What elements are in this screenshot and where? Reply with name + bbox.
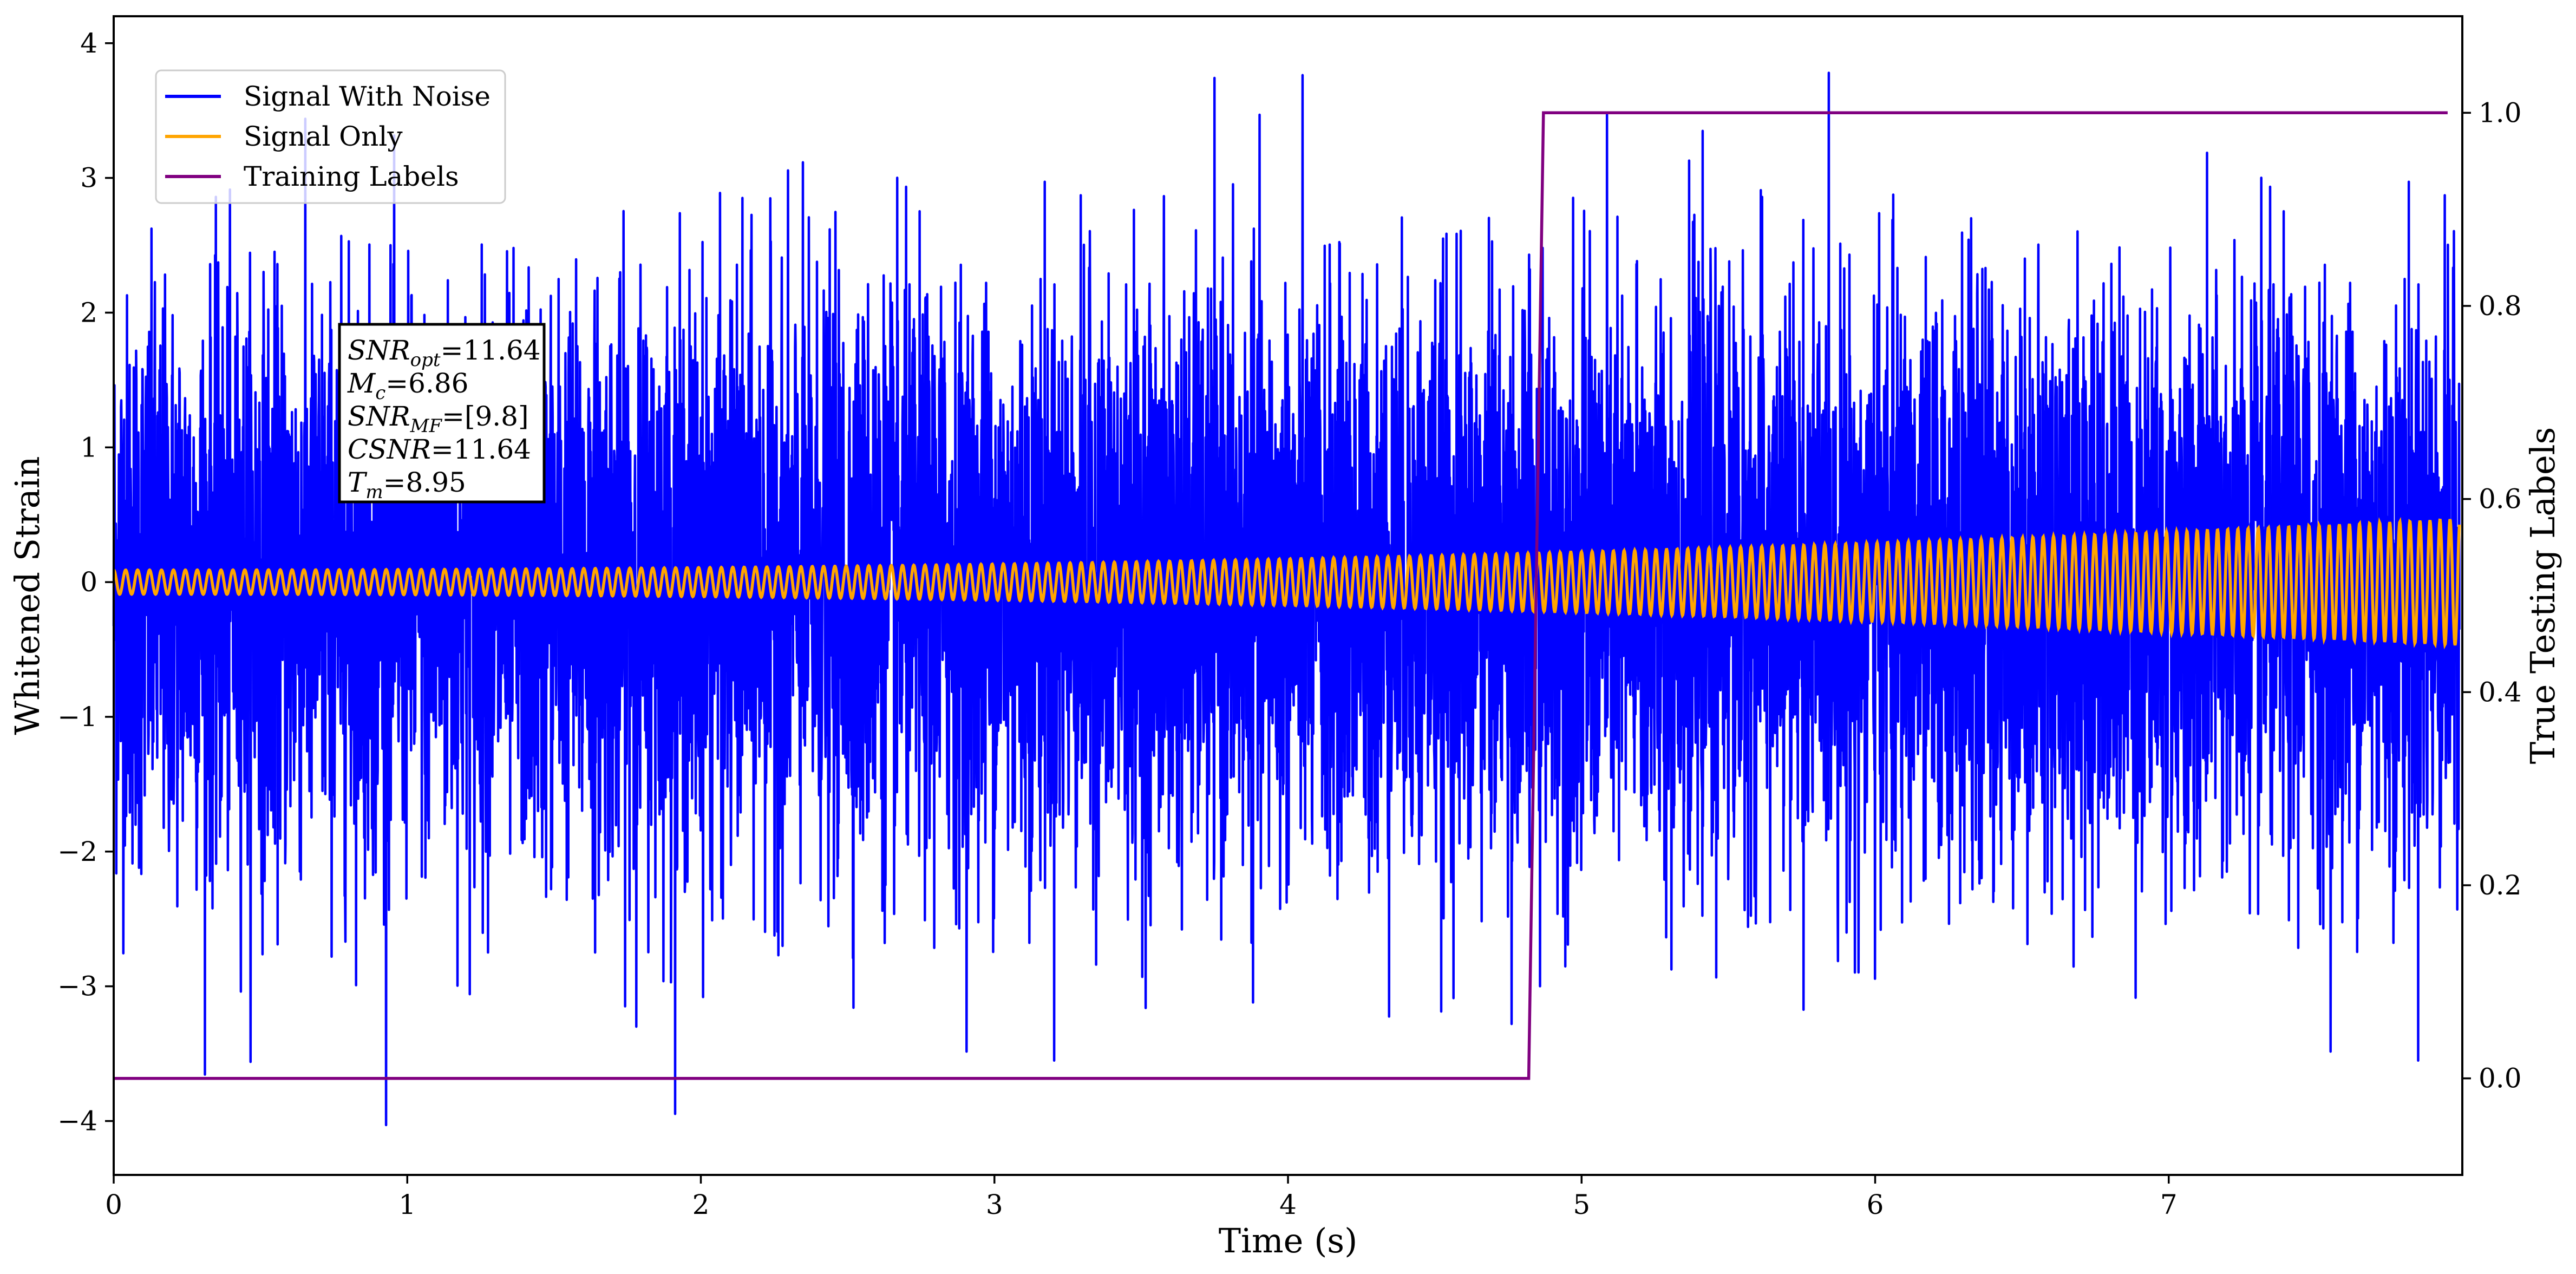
- y2-axis: 0.0 0.2 0.4 0.6 0.8 1.0: [2462, 97, 2522, 1094]
- signal-line: [113, 517, 2461, 650]
- x-tick-label: 5: [1573, 1189, 1590, 1220]
- y-tick-label: 0: [80, 566, 97, 598]
- y-tick-label: 3: [80, 162, 97, 194]
- annotation-line: CSNR=11.64: [348, 434, 531, 465]
- annotation-frame: [338, 323, 546, 504]
- y-axis: −4 −3 −2 −1 0 1 2 3 4: [57, 28, 114, 1136]
- x-tick-label: 7: [2160, 1189, 2178, 1220]
- y-tick-label: −3: [57, 971, 97, 1002]
- annotation-line: Mc=6.86: [347, 368, 468, 404]
- x-tick-label: 0: [105, 1189, 122, 1220]
- legend-label: Signal Only: [244, 121, 403, 152]
- y-tick-label: −1: [57, 701, 97, 733]
- x-tick-label: 3: [986, 1189, 1003, 1220]
- y2-axis-title: True Testing Labels: [2523, 427, 2562, 765]
- y-tick-label: 2: [80, 297, 97, 328]
- y2-tick-label: 0.8: [2479, 290, 2522, 322]
- x-axis-title: Time (s): [1219, 1221, 1358, 1260]
- legend-label: Signal With Noise: [244, 81, 491, 112]
- y-tick-label: 1: [80, 432, 97, 463]
- legend: Signal With Noise Signal Only Training Lab…: [155, 69, 506, 204]
- y-axis-title: Whitened Strain: [8, 456, 47, 735]
- x-tick-label: 2: [692, 1189, 710, 1220]
- y-tick-label: −2: [57, 836, 97, 867]
- y2-tick-label: 0.4: [2479, 676, 2522, 708]
- y2-tick-label: 0.0: [2479, 1063, 2522, 1094]
- annotation-line: SNRopt=11.64: [348, 335, 541, 371]
- legend-frame: [155, 69, 506, 204]
- training-labels-line: [114, 111, 2448, 1080]
- x-tick-label: 1: [398, 1189, 416, 1220]
- legend-label: Training Labels: [244, 161, 459, 192]
- y-tick-label: 4: [80, 28, 97, 59]
- stats-annotation-box: SNRopt=11.64Mc=6.86SNRMF=[9.8]CSNR=11.64…: [338, 323, 546, 504]
- x-tick-label: 6: [1867, 1189, 1884, 1220]
- y-tick-label: −4: [57, 1105, 97, 1136]
- annotation-line: Tm=8.95: [348, 467, 466, 503]
- x-axis: 0 1 2 3 4 5 6 7: [105, 1175, 2178, 1220]
- y2-tick-label: 1.0: [2479, 97, 2522, 128]
- signal-series-layer: [113, 517, 2461, 650]
- label-series-layer: [114, 111, 2448, 1080]
- y2-tick-label: 0.2: [2479, 870, 2522, 901]
- x-tick-label: 4: [1279, 1189, 1297, 1220]
- annotation-line: SNRMF=[9.8]: [348, 401, 529, 437]
- y2-tick-label: 0.6: [2479, 484, 2522, 515]
